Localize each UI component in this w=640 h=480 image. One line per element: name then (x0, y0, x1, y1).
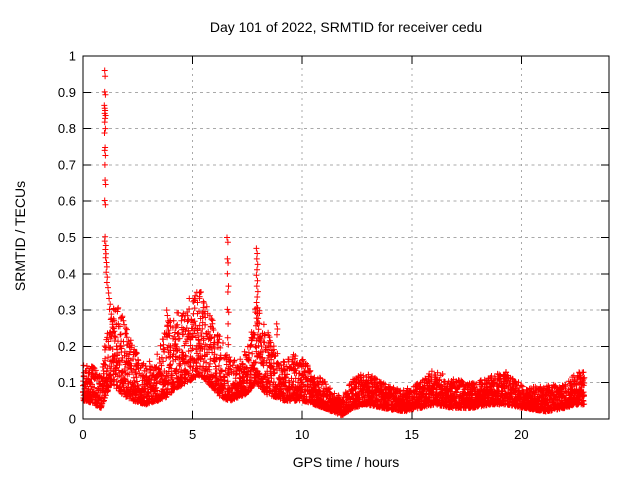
y-tick-label: 0 (69, 412, 76, 427)
x-axis-label: GPS time / hours (293, 454, 400, 470)
x-tick-label: 10 (295, 427, 309, 442)
x-tick-label: 15 (405, 427, 419, 442)
y-tick-label: 0.7 (58, 157, 76, 172)
y-axis-label: SRMTID / TECUs (12, 181, 28, 291)
x-tick-label: 20 (514, 427, 528, 442)
tick-labels: 00.10.20.30.40.50.60.70.80.910 5 10 15 20 (58, 49, 529, 443)
x-tick-label: 0 (79, 427, 86, 442)
y-tick-label: 0.6 (58, 194, 76, 209)
y-tick-label: 0.4 (58, 266, 76, 281)
y-tick-label: 1 (69, 49, 76, 64)
chart-title: Day 101 of 2022, SRMTID for receiver ced… (210, 19, 482, 35)
y-tick-label: 0.3 (58, 303, 76, 318)
plot-border (82, 55, 610, 420)
x-tick-label: 5 (189, 427, 196, 442)
y-tick-label: 0.5 (58, 230, 76, 245)
scatter-points (80, 67, 588, 419)
y-tick-label: 0.9 (58, 85, 76, 100)
y-tick-label: 0.8 (58, 121, 76, 136)
y-tick-label: 0.1 (58, 375, 76, 390)
y-tick-label: 0.2 (58, 339, 76, 354)
gridlines (83, 56, 609, 419)
